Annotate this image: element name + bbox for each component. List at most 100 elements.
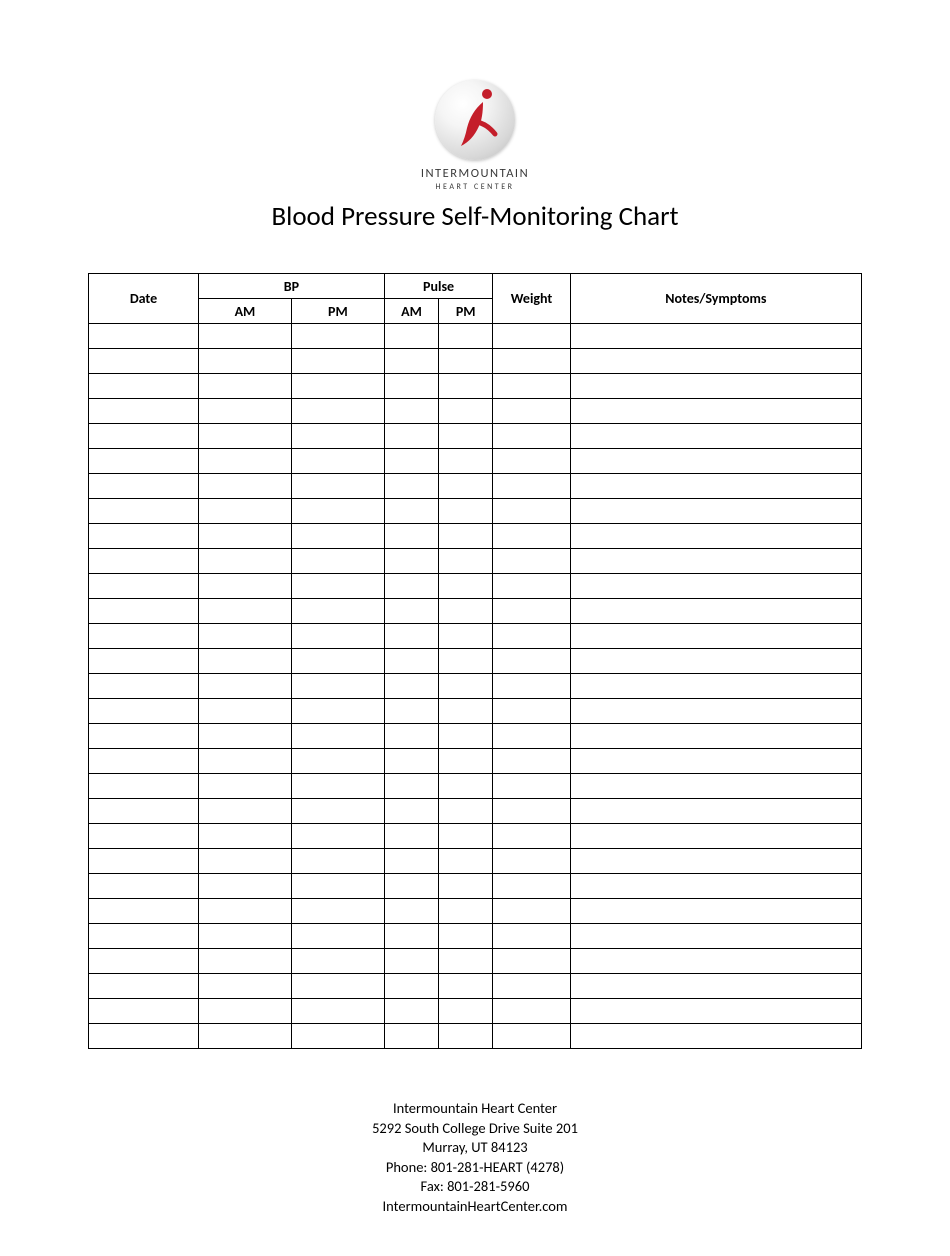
table-cell — [89, 424, 199, 449]
table-cell — [291, 424, 384, 449]
col-date: Date — [89, 274, 199, 324]
table-cell — [89, 449, 199, 474]
table-cell — [89, 499, 199, 524]
table-cell — [384, 774, 438, 799]
table-cell — [291, 649, 384, 674]
footer: Intermountain Heart Center 5292 South Co… — [88, 1099, 862, 1216]
table-row — [89, 1024, 862, 1049]
table-cell — [198, 349, 291, 374]
table-cell — [493, 499, 570, 524]
table-cell — [439, 974, 493, 999]
table-cell — [198, 499, 291, 524]
table-cell — [291, 899, 384, 924]
table-cell — [570, 999, 861, 1024]
table-cell — [439, 449, 493, 474]
table-cell — [439, 849, 493, 874]
table-cell — [89, 874, 199, 899]
table-cell — [89, 324, 199, 349]
table-row — [89, 999, 862, 1024]
table-cell — [384, 874, 438, 899]
table-row — [89, 474, 862, 499]
table-cell — [89, 474, 199, 499]
table-cell — [198, 974, 291, 999]
table-cell — [570, 574, 861, 599]
table-cell — [291, 874, 384, 899]
table-cell — [439, 799, 493, 824]
table-cell — [493, 424, 570, 449]
table-row — [89, 799, 862, 824]
table-row — [89, 524, 862, 549]
table-cell — [291, 674, 384, 699]
table-cell — [198, 899, 291, 924]
col-pulse-am: AM — [384, 299, 438, 324]
table-cell — [291, 774, 384, 799]
footer-address1: 5292 South College Drive Suite 201 — [88, 1119, 862, 1139]
table-cell — [291, 824, 384, 849]
table-cell — [570, 374, 861, 399]
table-cell — [89, 899, 199, 924]
table-cell — [493, 899, 570, 924]
table-row — [89, 699, 862, 724]
table-cell — [570, 474, 861, 499]
table-row — [89, 374, 862, 399]
table-cell — [198, 1024, 291, 1049]
table-cell — [89, 649, 199, 674]
table-cell — [291, 349, 384, 374]
table-cell — [291, 574, 384, 599]
table-cell — [570, 724, 861, 749]
table-cell — [89, 574, 199, 599]
table-row — [89, 824, 862, 849]
table-cell — [570, 949, 861, 974]
table-cell — [493, 1024, 570, 1049]
table-cell — [493, 924, 570, 949]
table-cell — [198, 624, 291, 649]
table-cell — [439, 999, 493, 1024]
table-cell — [570, 674, 861, 699]
table-cell — [198, 474, 291, 499]
table-row — [89, 974, 862, 999]
table-row — [89, 624, 862, 649]
table-cell — [384, 924, 438, 949]
table-cell — [439, 699, 493, 724]
table-cell — [198, 824, 291, 849]
table-cell — [493, 649, 570, 674]
table-row — [89, 599, 862, 624]
table-row — [89, 749, 862, 774]
table-cell — [291, 1024, 384, 1049]
col-bp: BP — [198, 274, 384, 299]
table-cell — [89, 374, 199, 399]
table-cell — [89, 824, 199, 849]
table-row — [89, 674, 862, 699]
table-cell — [439, 374, 493, 399]
table-cell — [198, 699, 291, 724]
table-cell — [439, 824, 493, 849]
table-cell — [291, 624, 384, 649]
document-page: INTERMOUNTAIN HEART CENTER Blood Pressur… — [0, 0, 950, 1256]
table-cell — [291, 999, 384, 1024]
table-row — [89, 399, 862, 424]
col-notes: Notes/Symptoms — [570, 274, 861, 324]
table-cell — [291, 949, 384, 974]
table-cell — [493, 999, 570, 1024]
table-cell — [570, 599, 861, 624]
table-cell — [89, 849, 199, 874]
table-cell — [384, 499, 438, 524]
org-name-line1: INTERMOUNTAIN — [421, 166, 529, 181]
table-cell — [89, 524, 199, 549]
table-cell — [384, 674, 438, 699]
table-cell — [384, 399, 438, 424]
table-cell — [291, 549, 384, 574]
table-cell — [384, 549, 438, 574]
table-header: Date BP Pulse Weight Notes/Symptoms AM P… — [89, 274, 862, 324]
table-cell — [198, 949, 291, 974]
table-cell — [291, 449, 384, 474]
table-cell — [570, 349, 861, 374]
table-cell — [493, 849, 570, 874]
table-row — [89, 874, 862, 899]
table-cell — [493, 449, 570, 474]
table-cell — [384, 1024, 438, 1049]
table-cell — [291, 799, 384, 824]
footer-phone: Phone: 801-281-HEART (4278) — [88, 1158, 862, 1178]
table-row — [89, 424, 862, 449]
table-cell — [493, 574, 570, 599]
